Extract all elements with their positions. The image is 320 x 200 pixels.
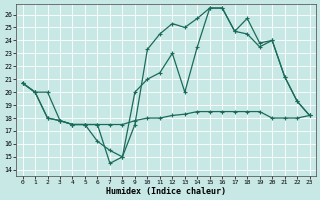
X-axis label: Humidex (Indice chaleur): Humidex (Indice chaleur) [106,187,226,196]
